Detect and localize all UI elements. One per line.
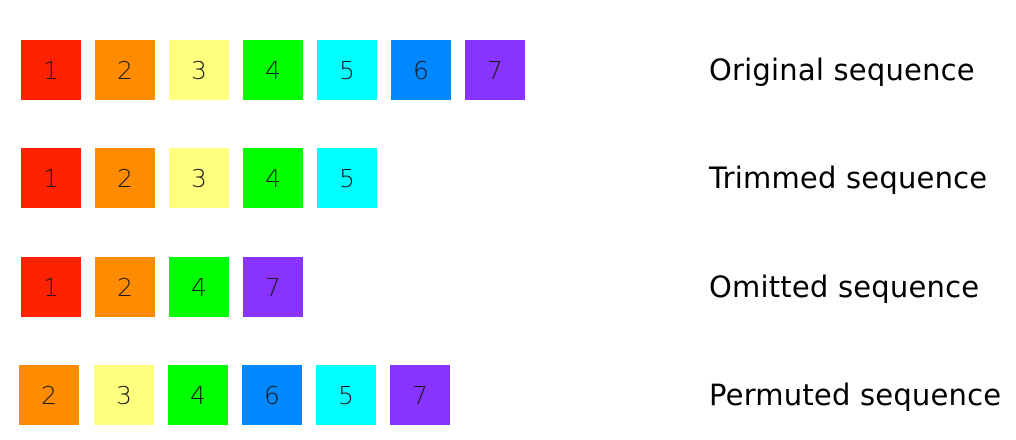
sequence-box: 4 [243, 148, 303, 208]
permuted-sequence-row: 2 3 4 6 5 7 Permuted sequence [0, 365, 1016, 425]
sequence-box: 3 [169, 148, 229, 208]
sequence-box: 2 [95, 257, 155, 317]
sequence-box: 3 [169, 40, 229, 100]
sequence-box: 6 [391, 40, 451, 100]
sequence-box: 1 [21, 40, 81, 100]
row-label: Permuted sequence [709, 378, 1002, 412]
sequence-box: 5 [316, 365, 376, 425]
sequence-box: 7 [390, 365, 450, 425]
trimmed-sequence-row: 1 2 3 4 5 Trimmed sequence [0, 148, 1016, 208]
sequence-box: 6 [242, 365, 302, 425]
sequence-box: 2 [95, 40, 155, 100]
row-label: Trimmed sequence [709, 161, 988, 195]
sequence-box: 4 [168, 365, 228, 425]
sequence-box: 3 [94, 365, 154, 425]
sequence-box: 5 [317, 40, 377, 100]
sequence-box: 7 [243, 257, 303, 317]
row-label: Omitted sequence [709, 270, 980, 304]
sequence-box: 1 [21, 257, 81, 317]
sequence-box: 2 [95, 148, 155, 208]
original-sequence-row: 1 2 3 4 5 6 7 Original sequence [0, 40, 1016, 100]
sequence-box: 4 [243, 40, 303, 100]
row-label: Original sequence [709, 53, 975, 87]
sequence-box: 1 [21, 148, 81, 208]
sequence-box: 7 [465, 40, 525, 100]
sequence-box: 5 [317, 148, 377, 208]
sequence-box: 2 [19, 365, 79, 425]
omitted-sequence-row: 1 2 4 7 Omitted sequence [0, 257, 1016, 317]
sequence-box: 4 [169, 257, 229, 317]
